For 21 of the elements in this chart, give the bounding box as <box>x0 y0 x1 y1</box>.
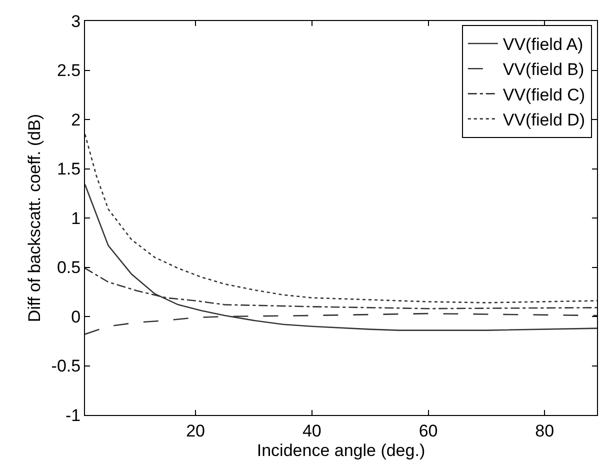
y-axis-title: Diff of backscatt. coeff. (dB) <box>24 114 44 322</box>
x-tick-label: 20 <box>186 421 206 440</box>
y-tick-label: -1 <box>65 406 81 425</box>
y-tick-label: -0.5 <box>51 356 81 376</box>
x-axis-title: Incidence angle (deg.) <box>256 440 426 460</box>
legend-label: VV(field C) <box>502 85 586 104</box>
y-tick-label: 0 <box>71 307 81 326</box>
y-tick-label: 2 <box>71 110 81 130</box>
y-tick-label: 0.5 <box>56 258 81 278</box>
legend-label: VV(field B) <box>502 60 584 80</box>
legend-label: VV(field A) <box>502 35 584 54</box>
line-series <box>85 134 597 304</box>
x-tick-label: 60 <box>418 421 438 440</box>
y-tick-label: 3 <box>71 12 81 31</box>
y-tick-label: 1.5 <box>56 160 81 179</box>
x-tick-label: 40 <box>302 421 322 440</box>
line-series <box>85 184 597 331</box>
legend-label: VV(field D) <box>502 110 586 130</box>
y-tick-label: 1 <box>71 208 81 228</box>
x-tick-label: 80 <box>535 421 554 440</box>
y-tick-label: 2.5 <box>56 61 81 80</box>
